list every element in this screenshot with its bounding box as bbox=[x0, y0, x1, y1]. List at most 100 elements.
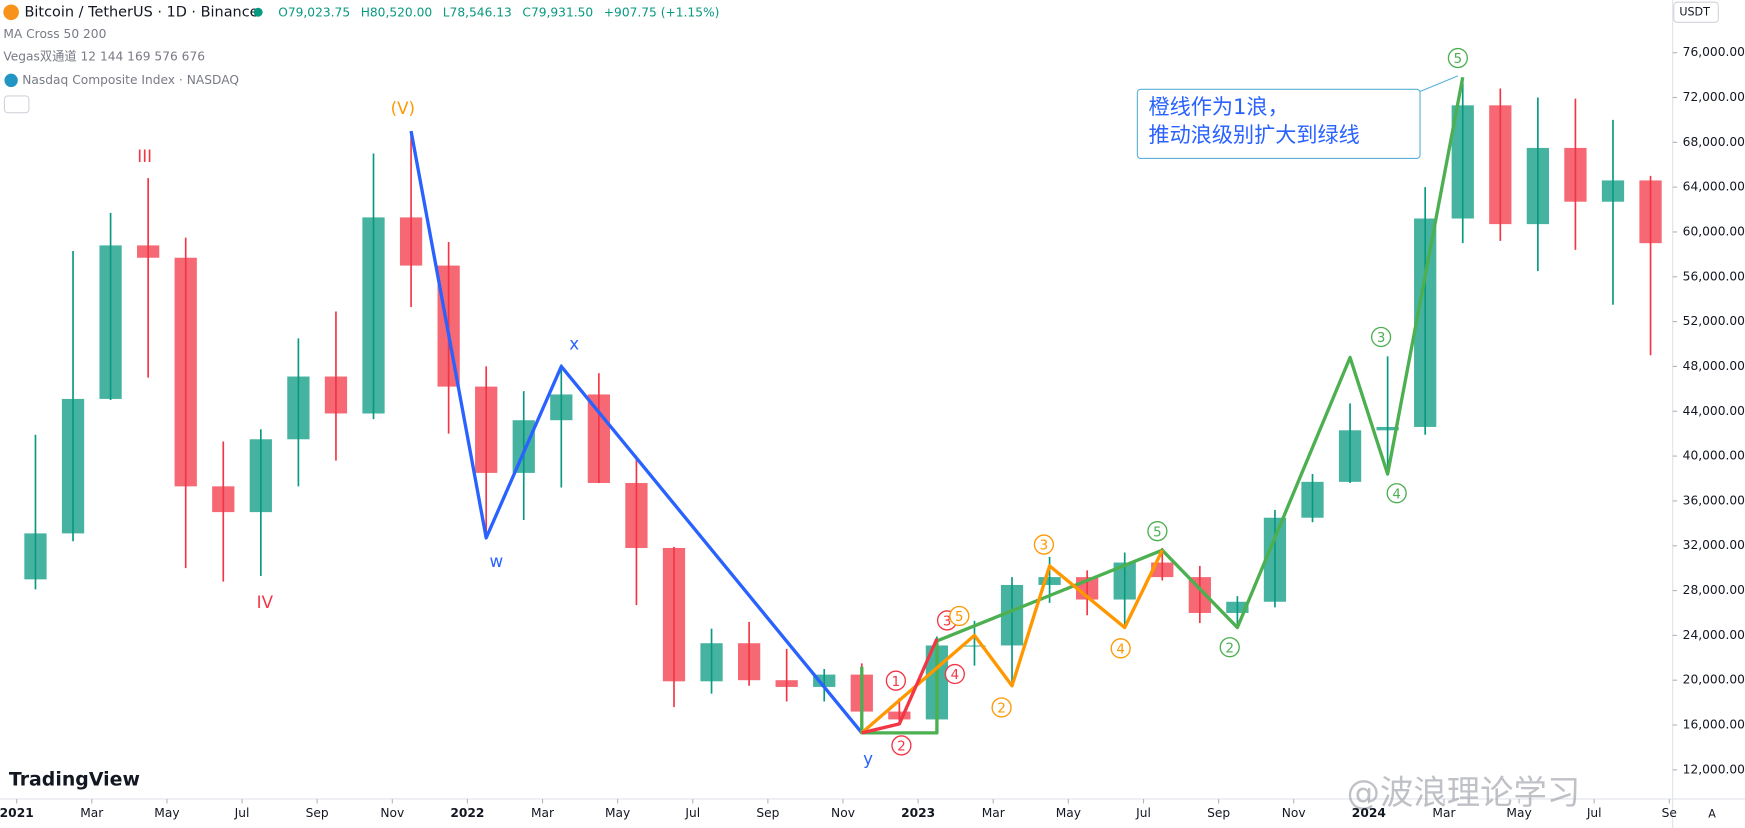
x-tick-label: May bbox=[1506, 806, 1531, 820]
candle-body bbox=[362, 217, 385, 414]
x-tick-label: Jul bbox=[1586, 806, 1602, 820]
candle-body bbox=[174, 257, 197, 487]
callout-text: 推动浪级别扩大到绿线 bbox=[1148, 122, 1359, 147]
candle-body bbox=[399, 217, 423, 266]
candle-body bbox=[1301, 481, 1324, 518]
wave-label: 2 bbox=[997, 702, 1005, 717]
currency-button[interactable] bbox=[1673, 1, 1719, 23]
x-tick-label: Mar bbox=[982, 806, 1006, 820]
wave-label: 3 bbox=[1040, 539, 1048, 554]
nasdaq-icon bbox=[4, 73, 18, 88]
symbol: Bitcoin / TetherUS · 1D · Binance bbox=[24, 4, 258, 20]
wave-labels: III IV (V) x w y 1 2 3 4 5 2 3 4 5 2 3 4 5 bbox=[137, 47, 1469, 768]
label-circle bbox=[885, 670, 906, 691]
candle-body bbox=[550, 394, 573, 421]
candle-body bbox=[1000, 584, 1024, 646]
candle-body bbox=[775, 680, 798, 687]
candle-body bbox=[249, 439, 272, 513]
candle-body bbox=[1526, 147, 1549, 225]
wave-label: 2 bbox=[1225, 641, 1233, 656]
candle-body bbox=[1188, 577, 1211, 613]
x-tick-label: May bbox=[1056, 806, 1081, 820]
callout-text: 橙线作为1浪， bbox=[1148, 94, 1288, 119]
candle-body bbox=[587, 394, 610, 483]
wave-label: III bbox=[137, 146, 152, 166]
y-tick-label: 24,000.00 bbox=[1683, 628, 1745, 642]
y-tick-label: 64,000.00 bbox=[1683, 180, 1745, 194]
axis-mode[interactable]: A bbox=[1708, 808, 1716, 821]
candle-body bbox=[99, 245, 122, 399]
x-tick-label: Jul bbox=[1135, 806, 1151, 820]
wave-label: 5 bbox=[1454, 52, 1462, 67]
x-tick-label: 2023 bbox=[901, 806, 935, 820]
y-tick-label: 16,000.00 bbox=[1683, 718, 1745, 732]
y-tick-label: 68,000.00 bbox=[1683, 135, 1745, 149]
candle-body bbox=[1263, 517, 1287, 602]
candle-body bbox=[475, 386, 498, 473]
x-tick-label: Mar bbox=[531, 806, 555, 820]
candle-body bbox=[24, 533, 47, 580]
candle-body bbox=[963, 645, 986, 647]
y-tick-label: 52,000.00 bbox=[1683, 314, 1745, 328]
wave-label: 4 bbox=[1392, 487, 1400, 502]
wave-label: 3 bbox=[1377, 331, 1385, 346]
label-circle bbox=[944, 663, 965, 685]
label-circle bbox=[1219, 637, 1240, 658]
x-tick-label: Mar bbox=[80, 806, 104, 820]
candle-body bbox=[1451, 105, 1474, 219]
candle-body bbox=[324, 376, 348, 414]
x-tick-label: May bbox=[154, 806, 179, 820]
currency: USDT bbox=[1679, 5, 1710, 18]
y-tick-label: 60,000.00 bbox=[1683, 224, 1745, 238]
wave-label: 1 bbox=[892, 675, 900, 690]
label-circle bbox=[1110, 638, 1131, 659]
x-tick-label: Sep bbox=[756, 806, 779, 820]
open: O79,023.75 bbox=[278, 5, 350, 19]
ohlc: O79,023.75 H80,520.00 L78,546.13 C79,931… bbox=[278, 5, 719, 19]
y-tick-label: 12,000.00 bbox=[1683, 762, 1745, 776]
watermark: @波浪理论学习 bbox=[1347, 773, 1581, 812]
label-circle bbox=[949, 605, 970, 627]
label-circle bbox=[991, 697, 1012, 718]
wave-label: y bbox=[863, 748, 873, 768]
candle-body bbox=[1113, 562, 1136, 600]
y-tick-label: 40,000.00 bbox=[1683, 449, 1745, 463]
y-tick-label: 44,000.00 bbox=[1683, 404, 1745, 418]
candle-body bbox=[212, 486, 235, 513]
collapse-button[interactable] bbox=[3, 95, 30, 114]
label-circle bbox=[1147, 521, 1168, 542]
candle-body bbox=[737, 643, 761, 681]
wave-line bbox=[860, 549, 1164, 735]
x-tick-label: May bbox=[605, 806, 630, 820]
wave-label: 3 bbox=[943, 615, 951, 630]
candle-body bbox=[625, 482, 648, 548]
candle-body bbox=[1338, 430, 1362, 482]
x-tick-label: Sep bbox=[1207, 806, 1230, 820]
y-tick-label: 56,000.00 bbox=[1683, 269, 1745, 283]
indicator: MA Cross 50 200 bbox=[3, 27, 106, 41]
candle-body bbox=[1226, 601, 1249, 613]
y-tick-label: 48,000.00 bbox=[1683, 359, 1745, 373]
status-dot bbox=[253, 7, 263, 17]
x-tick-label: 2021 bbox=[0, 806, 34, 820]
x-tick-label: Se bbox=[1662, 806, 1677, 820]
x-tick-label: Jul bbox=[234, 806, 250, 820]
y-tick-label: 28,000.00 bbox=[1683, 583, 1745, 597]
x-tick-label: 2022 bbox=[450, 806, 484, 820]
y-tick-label: 76,000.00 bbox=[1683, 45, 1745, 59]
label-circle bbox=[1386, 483, 1407, 504]
axes: 76,000.00 72,000.00 68,000.00 64,000.00 60,0… bbox=[0, 45, 1745, 820]
symbol-icon bbox=[3, 4, 19, 21]
candle-body bbox=[1564, 147, 1587, 202]
candle-body bbox=[662, 547, 686, 682]
candle-body bbox=[137, 245, 160, 258]
indicator: Vegas双通道 12 144 169 576 676 bbox=[3, 49, 205, 63]
callout-box bbox=[1136, 88, 1421, 160]
wave-label: (V) bbox=[391, 98, 415, 118]
wave-label: 5 bbox=[955, 610, 963, 625]
change: +907.75 (+1.15%) bbox=[604, 5, 720, 19]
wave-label: w bbox=[490, 551, 504, 571]
candle-body bbox=[1151, 562, 1174, 578]
wave-line bbox=[861, 638, 939, 735]
x-tick-label: Jul bbox=[684, 806, 700, 820]
